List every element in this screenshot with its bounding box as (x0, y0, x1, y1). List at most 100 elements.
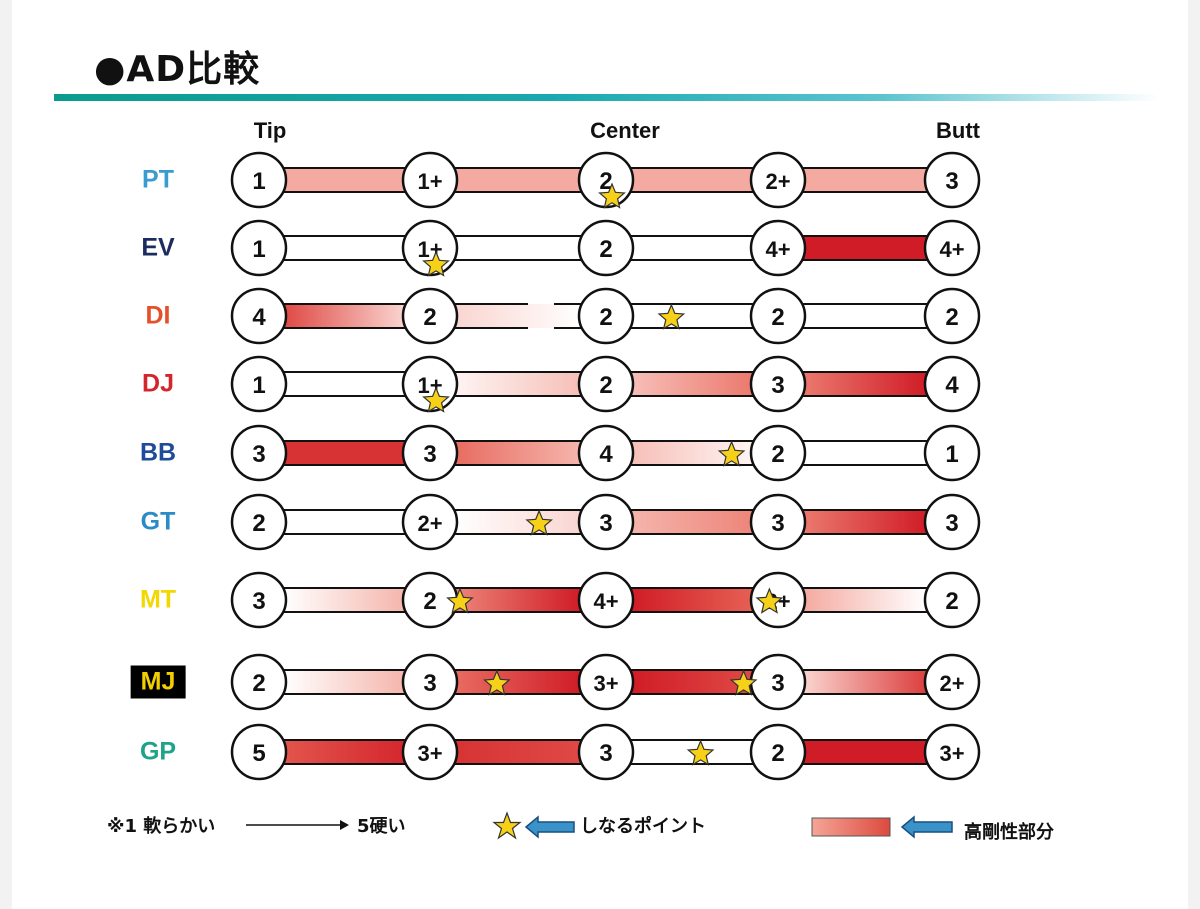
segment-ev-1 (284, 236, 405, 260)
node-value: 2+ (939, 671, 964, 696)
model-tag-mt: MT (139, 585, 177, 614)
segment-mj-4 (803, 670, 927, 694)
node-value: 3+ (417, 741, 442, 766)
bend-point-star-icon (686, 739, 715, 766)
node-circle (577, 287, 635, 345)
title-underline (54, 94, 1158, 101)
node-value: 1 (252, 236, 265, 263)
node-circle (230, 653, 288, 711)
model-tag-bb: BB (139, 438, 177, 467)
node-circle (577, 571, 635, 629)
node-circle (923, 424, 981, 482)
node-value: 2 (599, 304, 612, 331)
segment-gt-1 (284, 510, 405, 534)
node-value: 2 (771, 740, 784, 767)
node-value: 2 (599, 372, 612, 399)
legend-rigid-label: 高剛性部分 (964, 822, 1054, 843)
node-circle (749, 424, 807, 482)
segment-gt-2 (455, 510, 581, 534)
segment-bb-4 (803, 441, 927, 465)
node-circle (923, 723, 981, 781)
segment-gt-4 (803, 510, 927, 534)
segment-dj-2 (455, 372, 581, 396)
bend-point-star-icon (729, 669, 758, 696)
legend-hard-label: 5硬い (357, 816, 406, 837)
node-value: 2 (599, 168, 612, 195)
node-value: 4 (599, 441, 613, 468)
node-value: 2 (423, 304, 436, 331)
legend-star-label: しなるポイント (580, 816, 706, 837)
node-circle (749, 151, 807, 209)
node-circle (401, 287, 459, 345)
node-value: 3 (423, 441, 436, 468)
header-butt: Butt (936, 118, 980, 143)
row-mj: 2 3 3+ 3 2+ (230, 653, 981, 711)
row-bb: 3 3 4 2 1 (230, 424, 981, 482)
segment-di-2 (455, 304, 581, 328)
segment-mj-2 (455, 670, 581, 694)
row-dj: 1 1+ 2 3 4 (230, 355, 981, 413)
bend-point-star-icon (422, 386, 450, 413)
node-value: 5 (252, 740, 265, 767)
segment-di-1 (284, 304, 405, 328)
node-value: 4 (252, 304, 266, 331)
node-value: 1 (252, 372, 265, 399)
node-value: 2 (771, 441, 784, 468)
segment-pt-4 (803, 168, 927, 192)
model-tag-gp: GP (139, 737, 177, 766)
node-circle (230, 571, 288, 629)
node-value: 2+ (765, 169, 790, 194)
node-circle (749, 355, 807, 413)
node-value: 3 (599, 510, 612, 537)
bend-point-star-icon (446, 587, 474, 614)
node-value: 4+ (593, 589, 618, 614)
node-circle (923, 219, 981, 277)
node-circle (577, 355, 635, 413)
segment-pt-2 (455, 168, 581, 192)
node-circle (230, 219, 288, 277)
segment-bb-2 (455, 441, 581, 465)
segment-pt-3 (631, 168, 753, 192)
segment-mt-4 (803, 588, 927, 612)
bend-point-star-icon (525, 509, 553, 536)
node-value: 2 (945, 588, 958, 615)
node-value: 3 (423, 670, 436, 697)
legend-rigid-swatch (811, 815, 953, 839)
row-di: 4 2 2 2 2 (230, 287, 981, 345)
node-value: 2 (252, 510, 265, 537)
node-value: 4 (945, 372, 959, 399)
legend-star-icon (492, 811, 575, 840)
node-value: 3 (599, 740, 612, 767)
row-gt: 2 2+ 3 3 3 (230, 493, 981, 551)
node-circle (230, 287, 288, 345)
node-value: 4+ (765, 237, 790, 262)
row-pt: 1 1+ 2 2+ 3 (230, 151, 981, 209)
model-tag-dj: DJ (142, 369, 174, 398)
node-circle (749, 723, 807, 781)
node-circle (923, 151, 981, 209)
segment-bb-1 (284, 441, 405, 465)
segment-dj-1 (284, 372, 405, 396)
header-center: Center (590, 118, 660, 143)
segment-ev-4 (803, 236, 927, 260)
node-value: 3 (945, 510, 958, 537)
segment-gp-2 (455, 740, 581, 764)
node-circle (230, 151, 288, 209)
bend-point-star-icon (422, 250, 450, 277)
node-circle (401, 493, 459, 551)
model-tag-mj: MJ (130, 665, 186, 699)
node-value: 1 (945, 441, 958, 468)
legend-soft-label: ※1 軟らかい (107, 816, 216, 837)
node-value: 3+ (593, 671, 618, 696)
node-value: 3 (771, 372, 784, 399)
node-circle (923, 571, 981, 629)
node-circle (923, 355, 981, 413)
node-circle (577, 219, 635, 277)
bend-point-star-icon (717, 440, 746, 467)
node-value: 1 (252, 168, 265, 195)
segment-ev-2 (455, 236, 581, 260)
node-value: 2 (771, 304, 784, 331)
model-tag-pt: PT (142, 165, 174, 194)
segment-gt-3 (631, 510, 753, 534)
node-circle (230, 424, 288, 482)
